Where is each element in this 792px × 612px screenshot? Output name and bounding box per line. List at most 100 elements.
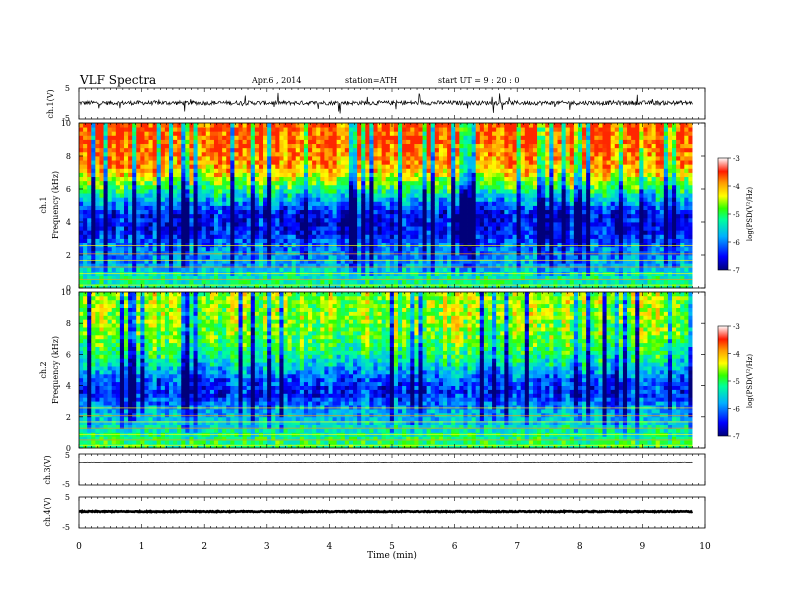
heatmap-cell (463, 172, 468, 178)
heatmap-cell (377, 127, 383, 132)
heatmap-cell (246, 230, 252, 235)
heatmap-cell (365, 164, 370, 169)
heatmap-cell (512, 259, 518, 264)
heatmap-cell (483, 135, 489, 140)
heatmap-cell (128, 176, 133, 182)
heatmap-cell (512, 180, 518, 186)
heatmap-cell (508, 263, 513, 268)
heatmap-cell (177, 255, 182, 260)
heatmap-cell (173, 193, 178, 198)
heatmap-cell (103, 172, 109, 178)
heatmap-cell (99, 201, 104, 206)
heatmap-cell (279, 226, 284, 231)
heatmap-cell (455, 143, 460, 149)
heatmap-cell (201, 193, 207, 198)
heatmap-cell (516, 242, 522, 248)
heatmap-cell (324, 238, 329, 244)
heatmap-cell (369, 222, 374, 227)
heatmap-cell (144, 172, 149, 178)
heatmap-cell (181, 234, 186, 239)
heatmap-cell (361, 213, 366, 219)
heatmap-cell (385, 205, 391, 211)
heatmap-cell (504, 246, 509, 252)
heatmap-cell (455, 238, 460, 244)
heatmap-cell (524, 222, 530, 227)
heatmap-cell (213, 184, 219, 190)
heatmap-cell (492, 143, 497, 149)
heatmap-cell (222, 127, 227, 132)
heatmap-cell (561, 184, 567, 190)
heatmap-cell (520, 242, 526, 248)
heatmap-cell (455, 135, 460, 140)
heatmap-cell (320, 250, 325, 256)
heatmap-cell (123, 135, 129, 140)
heatmap-cell (422, 139, 428, 145)
heatmap-cell (132, 234, 137, 239)
heatmap-cell (226, 176, 231, 182)
heatmap-cell (144, 213, 149, 219)
heatmap-cell (205, 213, 211, 219)
heatmap-cell (340, 151, 346, 157)
heatmap-cell (357, 246, 362, 252)
heatmap-cell (291, 172, 297, 178)
heatmap-cell (193, 246, 199, 252)
heatmap-cell (213, 275, 219, 281)
heatmap-cell (520, 151, 526, 157)
heatmap-cell (438, 230, 444, 235)
heatmap-cell (230, 156, 235, 161)
heatmap-cell (561, 139, 567, 145)
heatmap-cell (107, 226, 113, 231)
heatmap-cell (455, 259, 460, 264)
heatmap-cell (467, 267, 473, 272)
heatmap-cell (103, 246, 109, 252)
heatmap-cell (193, 234, 199, 239)
heatmap-cell (140, 205, 145, 211)
heatmap-cell (279, 230, 284, 235)
heatmap-cell (218, 143, 223, 149)
heatmap-cell (103, 226, 109, 231)
heatmap-cell (479, 151, 485, 157)
heatmap-cell (381, 226, 387, 231)
heatmap-cell (385, 259, 391, 264)
heatmap-cell (275, 151, 280, 157)
heatmap-cell (291, 164, 297, 169)
heatmap-cell (267, 279, 272, 285)
heatmap-cell (144, 176, 149, 182)
heatmap-cell (459, 209, 464, 215)
heatmap-cell (463, 238, 468, 244)
heatmap-cell (242, 172, 248, 178)
heatmap-cell (242, 143, 248, 149)
heatmap-cell (422, 213, 428, 219)
heatmap-cell (299, 197, 305, 202)
heatmap-cell (389, 135, 395, 140)
heatmap-cell (365, 156, 370, 161)
heatmap-cell (496, 135, 501, 140)
heatmap-cell (291, 176, 297, 182)
heatmap-cell (377, 172, 383, 178)
heatmap-cell (422, 250, 428, 256)
heatmap-cell (348, 242, 354, 248)
heatmap-cell (111, 123, 117, 128)
heatmap-cell (365, 267, 370, 272)
heatmap-cell (79, 123, 84, 128)
heatmap-cell (95, 168, 100, 173)
heatmap-cell (532, 139, 538, 145)
heatmap-cell (119, 255, 125, 260)
heatmap-cell (299, 139, 305, 145)
heatmap-cell (430, 176, 436, 182)
heatmap-cell (406, 184, 411, 190)
heatmap-cell (357, 172, 362, 178)
heatmap-cell (336, 139, 342, 145)
heatmap-cell (414, 156, 419, 161)
heatmap-cell (549, 246, 554, 252)
heatmap-cell (132, 230, 137, 235)
heatmap-cell (209, 197, 215, 202)
heatmap-cell (406, 250, 411, 256)
heatmap-cell (438, 176, 444, 182)
heatmap-cell (373, 209, 378, 215)
heatmap-cell (156, 259, 162, 264)
heatmap-cell (279, 184, 284, 190)
heatmap-cell (258, 184, 264, 190)
heatmap-cell (79, 217, 84, 223)
heatmap-cell (156, 234, 162, 239)
